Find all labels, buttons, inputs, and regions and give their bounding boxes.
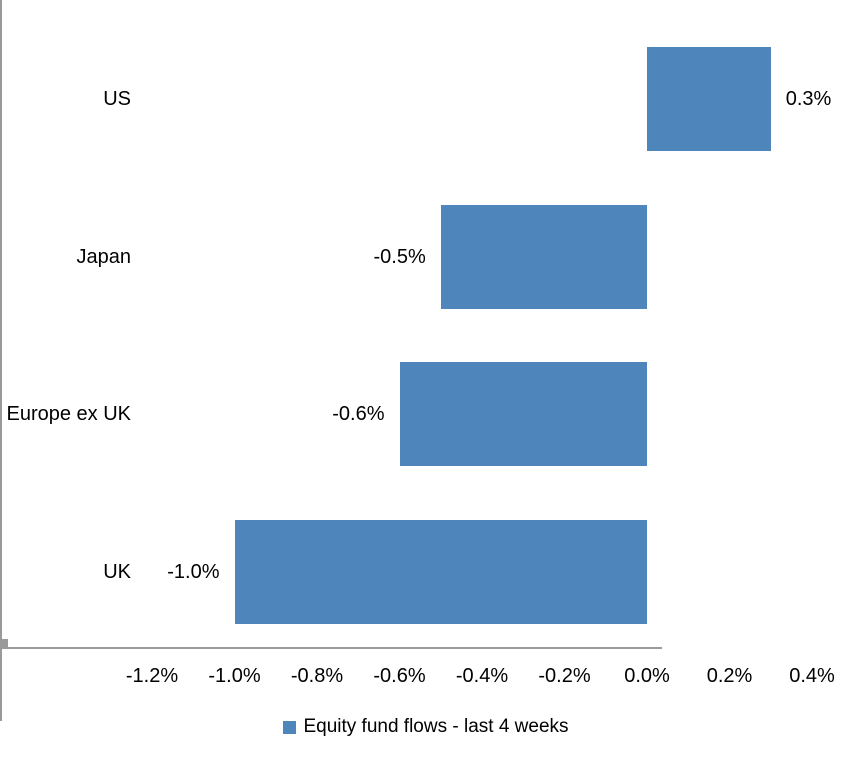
x-axis-tick [0, 657, 2, 665]
plot-area: US 0.3% Japan -0.5% Europe ex UK -0.6% UK -1.0%… [0, 0, 835, 721]
y-axis-tick [0, 639, 8, 641]
x-axis-tick [0, 689, 2, 697]
x-axis-tick-label: -1.2% [125, 665, 179, 687]
y-axis-tick [0, 643, 8, 645]
y-axis-tick [0, 645, 8, 647]
category-label: Japan [76, 245, 132, 268]
bar-japan [440, 204, 647, 309]
data-label: -0.6% [332, 403, 385, 426]
x-axis-tick-label: -1.0% [208, 665, 261, 687]
legend-square-marker-icon [283, 720, 297, 734]
data-label: -1.0% [167, 561, 220, 584]
y-axis-tick [0, 641, 8, 643]
x-axis-tick-label: -0.8% [290, 665, 344, 687]
x-axis-tick [0, 705, 2, 713]
bar-europe-ex-uk [399, 362, 647, 467]
x-axis-tick [0, 681, 2, 689]
bar-us [647, 46, 771, 151]
x-axis-tick [0, 713, 2, 721]
x-axis-tick-label: -0.2% [538, 665, 591, 687]
category-label: US [103, 87, 131, 110]
x-axis-line [0, 647, 662, 649]
x-axis-tick-label: 0.4% [789, 665, 835, 687]
y-axis-line [0, 0, 2, 639]
x-axis-tick-label: -0.6% [373, 665, 426, 687]
legend-label: Equity fund flows - last 4 weeks [303, 716, 569, 737]
category-label: Europe ex UK [6, 403, 131, 426]
bar-uk [234, 520, 647, 625]
data-label: -0.5% [373, 245, 426, 268]
category-label: UK [103, 561, 131, 584]
legend: Equity fund flows - last 4 weeks [0, 712, 852, 742]
x-axis-tick [0, 697, 2, 705]
x-axis-tick [0, 665, 2, 673]
x-axis-tick-label: 0.0% [624, 665, 670, 687]
x-axis-tick-label: 0.2% [706, 665, 753, 687]
x-axis-tick [0, 673, 2, 681]
x-axis-tick-label: -0.4% [455, 665, 509, 687]
x-axis-tick [0, 649, 2, 657]
data-label: 0.3% [785, 87, 832, 110]
